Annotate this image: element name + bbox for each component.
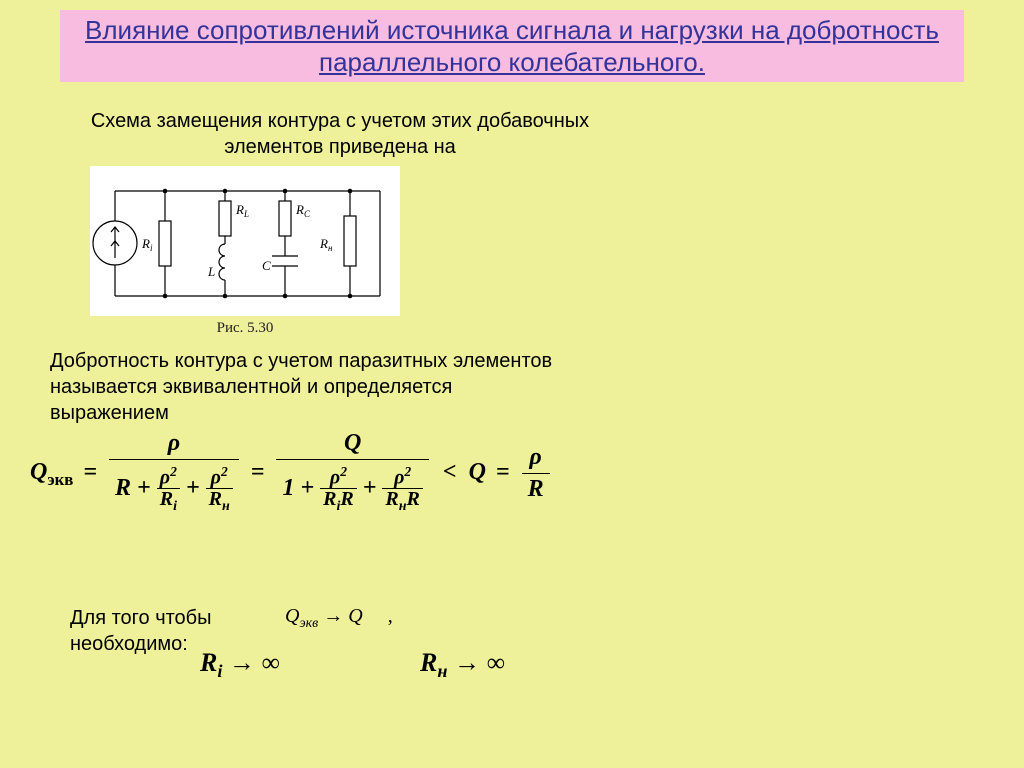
svg-text:C: C bbox=[304, 209, 311, 219]
page-title: Влияние сопротивлений источника сигнала … bbox=[85, 15, 939, 77]
formula-ri-inf: Ri → ∞ bbox=[200, 648, 280, 682]
frac-3: ρ R bbox=[522, 444, 550, 503]
formula-limit-q: Qэкв → Q , bbox=[285, 605, 393, 632]
svg-text:R: R bbox=[235, 202, 244, 217]
formula-rn-inf: Rн → ∞ bbox=[420, 648, 505, 682]
title-box: Влияние сопротивлений источника сигнала … bbox=[60, 10, 964, 82]
svg-text:i: i bbox=[150, 243, 153, 253]
frac-1: ρ R + ρ2Ri + ρ2Rн bbox=[109, 430, 239, 517]
svg-text:R: R bbox=[319, 236, 328, 251]
slide: Влияние сопротивлений источника сигнала … bbox=[0, 0, 1024, 768]
figure: Ri RL L RC C Rн Рис. 5.30 bbox=[90, 166, 400, 337]
svg-text:н: н bbox=[328, 243, 333, 253]
formula-qeqv: Qэкв = ρ R + ρ2Ri + ρ2Rн = Q 1 + ρ2RiR +… bbox=[30, 430, 552, 517]
sym-Q: Q bbox=[30, 459, 47, 485]
svg-text:R: R bbox=[295, 202, 304, 217]
circuit-svg: Ri RL L RC C Rн bbox=[90, 166, 400, 316]
svg-text:L: L bbox=[207, 264, 215, 279]
svg-text:L: L bbox=[243, 209, 249, 219]
svg-text:C: C bbox=[262, 258, 271, 273]
svg-text:R: R bbox=[141, 236, 150, 251]
figure-caption: Рис. 5.30 bbox=[90, 320, 400, 337]
frac-2: Q 1 + ρ2RiR + ρ2RнR bbox=[276, 430, 428, 517]
para-definition: Добротность контура с учетом паразитных … bbox=[50, 348, 570, 426]
sub-ekv: экв bbox=[47, 470, 73, 489]
circuit-diagram: Ri RL L RC C Rн bbox=[90, 166, 400, 316]
para-intro: Схема замещения контура с учетом этих до… bbox=[70, 108, 610, 160]
